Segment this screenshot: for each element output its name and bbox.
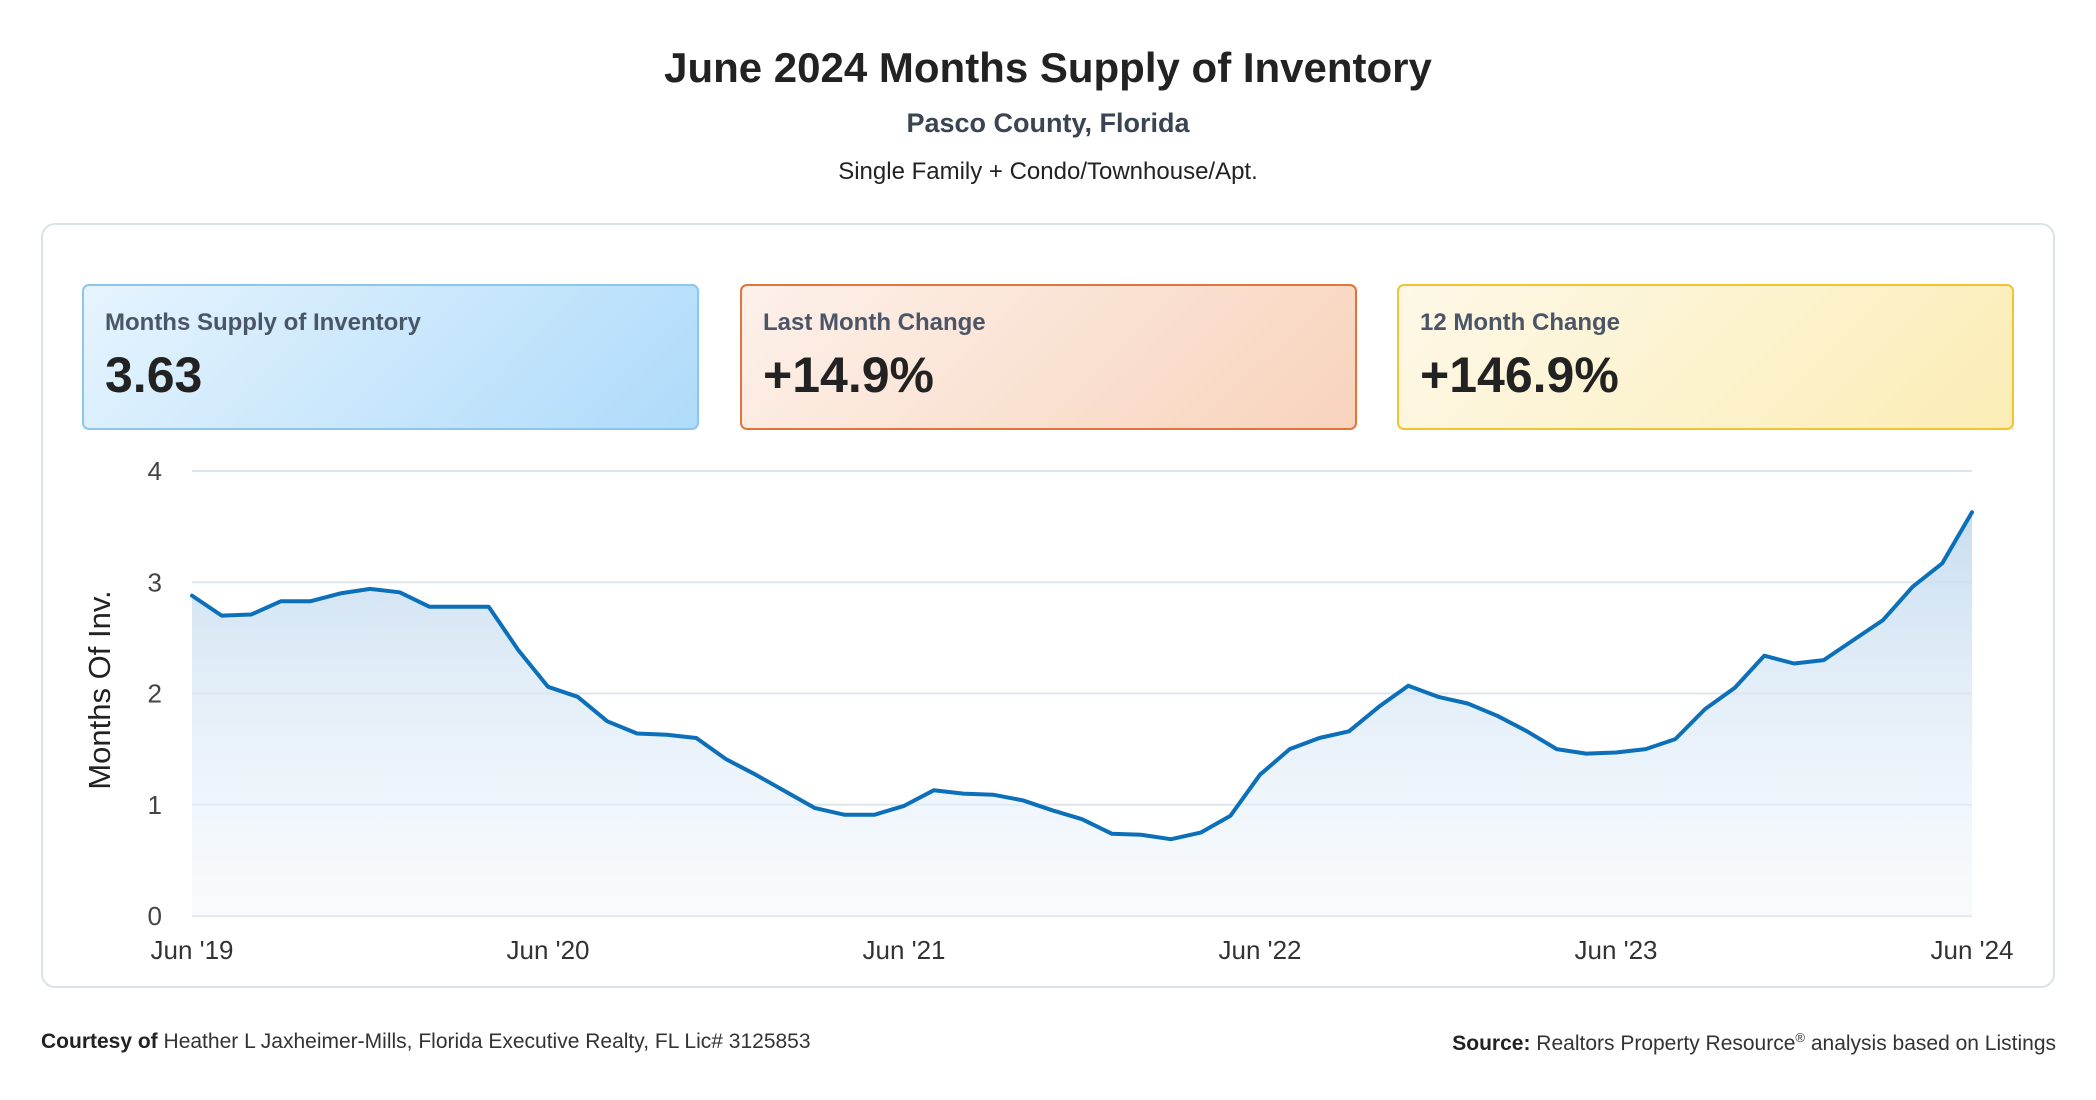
- x-axis-ticks: Jun '19 Jun '20 Jun '21 Jun '22 Jun '23 Jun '…: [150, 935, 2013, 965]
- y-axis-label: Months Of Inv.: [82, 590, 117, 789]
- y-tick-label: 0: [148, 901, 162, 931]
- courtesy-text: Heather L Jaxheimer-Mills, Florida Execu…: [163, 1030, 811, 1053]
- y-tick-label: 1: [148, 790, 162, 820]
- last-month-change-value: +14.9%: [763, 346, 934, 403]
- courtesy-label: Courtesy of: [41, 1030, 158, 1053]
- twelve-month-change-card: 12 Month Change +146.9%: [1397, 284, 2014, 430]
- series-line: [190, 510, 1974, 842]
- months-supply-card: Months Supply of Inventory 3.63: [82, 284, 699, 430]
- page-subtitle: Pasco County, Florida: [906, 108, 1190, 138]
- x-tick-label: Jun '21: [862, 935, 945, 965]
- x-tick-label: Jun '20: [506, 935, 589, 965]
- registered-mark: ®: [1795, 1030, 1805, 1045]
- source-suffix: analysis based on Listings: [1810, 1032, 2056, 1055]
- y-axis-ticks: 0 1 2 3 4: [148, 456, 162, 931]
- twelve-month-change-value: +146.9%: [1420, 346, 1619, 403]
- x-tick-label: Jun '19: [150, 935, 233, 965]
- page-title: June 2024 Months Supply of Inventory: [664, 44, 1432, 91]
- courtesy-note: Courtesy of Heather L Jaxheimer-Mills, F…: [41, 1030, 811, 1054]
- source-text: Realtors Property Resource: [1536, 1032, 1796, 1055]
- months-supply-label: Months Supply of Inventory: [105, 309, 421, 336]
- x-tick-label: Jun '22: [1218, 935, 1301, 965]
- property-type-description: Single Family + Condo/Townhouse/Apt.: [838, 158, 1258, 185]
- months-supply-value: 3.63: [105, 346, 203, 403]
- x-tick-label: Jun '23: [1574, 935, 1657, 965]
- y-tick-label: 2: [148, 679, 162, 709]
- twelve-month-change-label: 12 Month Change: [1420, 309, 1621, 336]
- y-tick-label: 4: [148, 456, 162, 486]
- last-month-change-label: Last Month Change: [763, 309, 986, 336]
- series-area: [192, 512, 1972, 916]
- x-tick-label: Jun '24: [1930, 935, 2013, 965]
- source-label: Source:: [1452, 1032, 1531, 1055]
- last-month-change-card: Last Month Change +14.9%: [740, 284, 1357, 430]
- source-note: Source: Realtors Property Resource® anal…: [1452, 1030, 2056, 1056]
- y-tick-label: 3: [148, 567, 162, 597]
